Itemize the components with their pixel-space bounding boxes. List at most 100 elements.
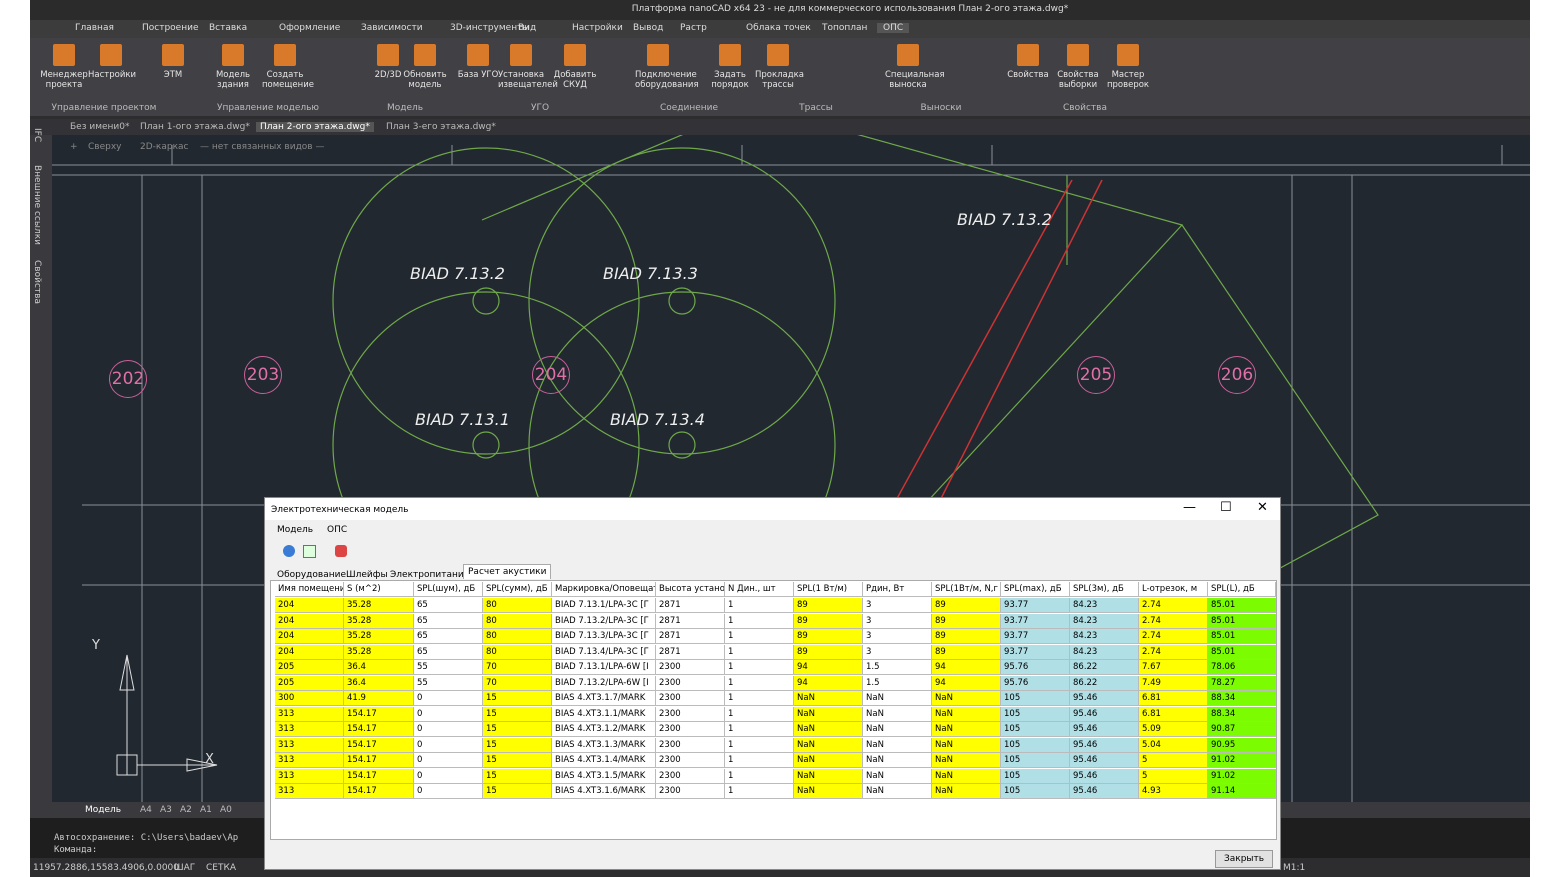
table-cell[interactable]: 84.23 bbox=[1070, 629, 1139, 644]
table-cell[interactable]: 105 bbox=[1001, 707, 1070, 722]
table-cell[interactable]: 154.17 bbox=[344, 707, 414, 722]
table-cell[interactable]: 35.28 bbox=[344, 645, 414, 660]
table-cell[interactable]: 95.46 bbox=[1070, 707, 1139, 722]
table-cell[interactable]: 204 bbox=[275, 598, 344, 613]
table-cell[interactable]: 1 bbox=[725, 707, 794, 722]
dialog-tab[interactable]: Расчет акустики bbox=[463, 564, 551, 579]
table-cell[interactable]: BIAS 4.XT3.1.2/MARK bbox=[552, 722, 656, 737]
table-cell[interactable]: BIAD 7.13.2/LPA-6W [I bbox=[552, 676, 656, 691]
table-cell[interactable]: 85.01 bbox=[1208, 629, 1276, 644]
ribbon-tab[interactable]: Настройки bbox=[572, 23, 623, 33]
table-cell[interactable]: 5.09 bbox=[1139, 722, 1208, 737]
column-header[interactable]: Маркировка/Оповещат bbox=[552, 582, 656, 597]
table-cell[interactable]: 1 bbox=[725, 753, 794, 768]
table-cell[interactable]: 95.46 bbox=[1070, 722, 1139, 737]
table-cell[interactable]: 3 bbox=[863, 598, 932, 613]
table-cell[interactable]: 105 bbox=[1001, 738, 1070, 753]
ribbon-button[interactable]: Настройки bbox=[88, 44, 134, 80]
view-control[interactable]: + bbox=[70, 142, 78, 152]
table-cell[interactable]: 1 bbox=[725, 691, 794, 706]
ribbon-button[interactable]: Менеджер проекта bbox=[40, 44, 88, 90]
table-cell[interactable]: 1 bbox=[725, 629, 794, 644]
table-cell[interactable]: 80 bbox=[483, 629, 552, 644]
table-cell[interactable]: NaN bbox=[863, 769, 932, 784]
document-tab[interactable]: План 1-ого этажа.dwg* bbox=[140, 122, 250, 132]
ribbon-tab[interactable]: Оформление bbox=[279, 23, 340, 33]
table-cell[interactable]: 313 bbox=[275, 784, 344, 799]
ribbon-tab[interactable]: Вид bbox=[518, 23, 536, 33]
table-cell[interactable]: 94 bbox=[932, 660, 1001, 675]
table-cell[interactable]: 205 bbox=[275, 676, 344, 691]
table-cell[interactable]: 1 bbox=[725, 738, 794, 753]
side-panel-tab[interactable]: Внешние ссылки bbox=[32, 165, 42, 245]
table-cell[interactable]: 89 bbox=[794, 629, 863, 644]
table-cell[interactable]: BIAS 4.XT3.1.5/MARK bbox=[552, 769, 656, 784]
table-cell[interactable]: 0 bbox=[414, 784, 483, 799]
ribbon-tab[interactable]: Построение bbox=[142, 23, 199, 33]
table-cell[interactable]: 89 bbox=[794, 614, 863, 629]
ribbon-button[interactable]: Свойства выборки bbox=[1055, 44, 1101, 90]
table-cell[interactable]: 154.17 bbox=[344, 769, 414, 784]
table-cell[interactable]: 15 bbox=[483, 769, 552, 784]
table-cell[interactable]: 15 bbox=[483, 722, 552, 737]
column-header[interactable]: SPL(max), дБ bbox=[1001, 582, 1070, 597]
table-cell[interactable]: 154.17 bbox=[344, 753, 414, 768]
column-header[interactable]: SPL(шум), дБ bbox=[414, 582, 483, 597]
ribbon-tab[interactable]: Зависимости bbox=[361, 23, 423, 33]
table-cell[interactable]: 2871 bbox=[656, 614, 725, 629]
table-cell[interactable]: 78.06 bbox=[1208, 660, 1276, 675]
table-cell[interactable]: 93.77 bbox=[1001, 645, 1070, 660]
column-header[interactable]: Высота устано bbox=[656, 582, 725, 597]
table-cell[interactable]: 313 bbox=[275, 707, 344, 722]
dialog-tab[interactable]: Шлейфы bbox=[342, 568, 392, 582]
ribbon-button[interactable]: Прокладка трассы bbox=[755, 44, 801, 90]
table-cell[interactable]: 93.77 bbox=[1001, 629, 1070, 644]
table-cell[interactable]: 95.46 bbox=[1070, 753, 1139, 768]
table-cell[interactable]: 5 bbox=[1139, 753, 1208, 768]
close-window-button[interactable]: ✕ bbox=[1257, 500, 1268, 515]
table-cell[interactable]: 85.01 bbox=[1208, 645, 1276, 660]
table-cell[interactable]: 41.9 bbox=[344, 691, 414, 706]
ribbon-button[interactable]: Обновить модель bbox=[402, 44, 448, 90]
table-cell[interactable]: BIAD 7.13.1/LPA-3C [Г bbox=[552, 598, 656, 613]
table-cell[interactable]: 2300 bbox=[656, 707, 725, 722]
ribbon-tab[interactable]: Главная bbox=[75, 23, 114, 33]
table-cell[interactable]: 1.5 bbox=[863, 660, 932, 675]
table-cell[interactable]: 89 bbox=[932, 629, 1001, 644]
table-cell[interactable]: 313 bbox=[275, 722, 344, 737]
status-toggle[interactable]: ШАГ bbox=[174, 863, 195, 873]
column-header[interactable]: SPL(3м), дБ bbox=[1070, 582, 1139, 597]
table-cell[interactable]: NaN bbox=[794, 722, 863, 737]
table-cell[interactable]: 91.14 bbox=[1208, 784, 1276, 799]
dialog-tab[interactable]: Электропитание bbox=[386, 568, 473, 582]
table-cell[interactable]: NaN bbox=[932, 707, 1001, 722]
table-cell[interactable]: 89 bbox=[794, 645, 863, 660]
table-cell[interactable]: 2.74 bbox=[1139, 598, 1208, 613]
table-cell[interactable]: 7.67 bbox=[1139, 660, 1208, 675]
table-cell[interactable]: 2871 bbox=[656, 598, 725, 613]
table-cell[interactable]: 88.34 bbox=[1208, 691, 1276, 706]
table-cell[interactable]: 86.22 bbox=[1070, 660, 1139, 675]
table-cell[interactable]: 95.46 bbox=[1070, 738, 1139, 753]
layout-tab[interactable]: A2 bbox=[180, 805, 192, 815]
table-cell[interactable]: 85.01 bbox=[1208, 614, 1276, 629]
table-cell[interactable]: 105 bbox=[1001, 784, 1070, 799]
table-cell[interactable]: 313 bbox=[275, 738, 344, 753]
table-cell[interactable]: 0 bbox=[414, 769, 483, 784]
table-cell[interactable]: 93.77 bbox=[1001, 614, 1070, 629]
table-cell[interactable]: 1 bbox=[725, 598, 794, 613]
table-cell[interactable]: 7.49 bbox=[1139, 676, 1208, 691]
menu-item[interactable]: ОПС bbox=[327, 525, 347, 535]
table-cell[interactable]: 1 bbox=[725, 676, 794, 691]
table-cell[interactable]: 90.87 bbox=[1208, 722, 1276, 737]
table-cell[interactable]: 204 bbox=[275, 645, 344, 660]
table-cell[interactable]: 105 bbox=[1001, 722, 1070, 737]
table-cell[interactable]: 1 bbox=[725, 645, 794, 660]
ribbon-button[interactable]: Мастер проверок bbox=[1105, 44, 1151, 90]
table-cell[interactable]: 2300 bbox=[656, 660, 725, 675]
ribbon-button[interactable]: Подключение оборудования bbox=[635, 44, 681, 90]
table-cell[interactable]: 1 bbox=[725, 784, 794, 799]
table-cell[interactable]: NaN bbox=[863, 722, 932, 737]
table-cell[interactable]: 55 bbox=[414, 660, 483, 675]
table-cell[interactable]: 1 bbox=[725, 769, 794, 784]
